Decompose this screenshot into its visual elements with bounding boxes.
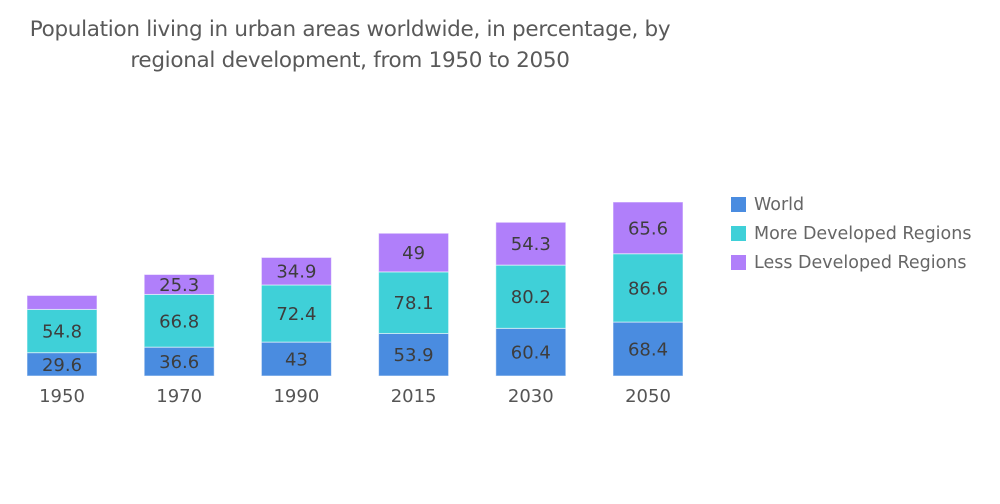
data-label: 53.9 [394, 345, 434, 366]
bar-stack-1970: 36.6 66.8 25.3 [143, 273, 215, 377]
bar-segment[interactable] [143, 293, 215, 348]
legend: World More Developed Regions Less Develope… [731, 190, 971, 277]
data-label: 65.6 [628, 218, 668, 239]
x-tick-label: 1970 [156, 386, 202, 407]
bar-segment[interactable] [378, 271, 450, 334]
bar-segment[interactable] [143, 273, 215, 295]
legend-item[interactable]: World [731, 190, 971, 219]
data-label: 66.8 [159, 311, 199, 332]
legend-label: More Developed Regions [754, 223, 972, 244]
bar-stack-1950: 29.6 54.8 [26, 294, 98, 377]
chart-title-line-1: Population living in urban areas worldwi… [29, 17, 671, 42]
x-tick-label: 1950 [39, 386, 85, 407]
data-label: 54.8 [42, 322, 82, 343]
bar-segment[interactable] [26, 308, 98, 354]
data-label: 49 [402, 243, 425, 264]
bar-segment[interactable] [495, 264, 567, 329]
data-label: 36.6 [159, 352, 199, 373]
data-label: 86.6 [628, 278, 668, 299]
bar-stack-2050: 68.4 86.6 65.6 [612, 201, 684, 377]
bar-segment[interactable] [143, 346, 215, 377]
chart-title: Population living in urban areas worldwi… [0, 14, 700, 76]
bar-stack-1990: 43 72.4 34.9 [260, 256, 332, 377]
legend-swatch [731, 226, 746, 241]
legend-label: World [754, 194, 805, 215]
data-label: 72.4 [276, 304, 316, 325]
legend-item[interactable]: More Developed Regions [731, 219, 971, 248]
x-tick-label: 2030 [508, 386, 554, 407]
data-label: 34.9 [276, 262, 316, 283]
data-label: 54.3 [511, 234, 551, 255]
data-label: 78.1 [394, 293, 434, 314]
chart-title-line-2: regional development, from 1950 to 2050 [130, 48, 570, 73]
bar-segment[interactable] [495, 327, 567, 377]
data-label: 29.6 [42, 355, 82, 376]
bar-segment[interactable] [612, 253, 684, 323]
legend-item[interactable]: Less Developed Regions [731, 248, 971, 277]
data-label: 68.4 [628, 340, 668, 361]
bar-segment[interactable] [378, 232, 450, 273]
legend-swatch [731, 255, 746, 270]
x-tick-label: 2015 [391, 386, 437, 407]
bar-segment[interactable] [260, 284, 332, 343]
data-label: 25.3 [159, 275, 199, 296]
x-tick-label: 1990 [273, 386, 319, 407]
data-label: 80.2 [511, 287, 551, 308]
bar-segment[interactable] [612, 201, 684, 255]
bar-segment[interactable] [260, 256, 332, 286]
bar-segment[interactable] [495, 221, 567, 266]
bar-stack-2015: 53.9 78.1 49 [378, 232, 450, 377]
bar-segment[interactable] [260, 341, 332, 377]
data-label: 43 [285, 350, 308, 371]
legend-swatch [731, 197, 746, 212]
bar-stack-2030: 60.4 80.2 54.3 [495, 221, 567, 377]
legend-label: Less Developed Regions [754, 252, 967, 273]
bar-segment[interactable] [612, 321, 684, 377]
bar-segment[interactable] [378, 332, 450, 377]
x-tick-label: 2050 [625, 386, 671, 407]
bar-segment[interactable] [26, 294, 98, 310]
data-label: 60.4 [511, 343, 551, 364]
